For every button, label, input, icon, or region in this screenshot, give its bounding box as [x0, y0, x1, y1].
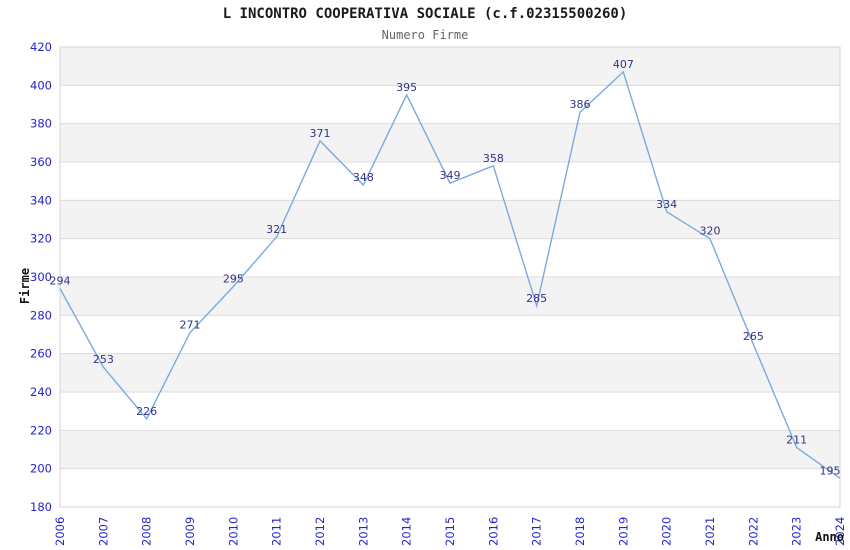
data-label: 358 — [483, 152, 504, 165]
data-label: 294 — [50, 275, 71, 288]
grid-band — [60, 277, 840, 316]
data-label: 211 — [786, 434, 807, 447]
x-axis-title: Anno — [815, 530, 844, 544]
x-tick-label: 2019 — [616, 517, 630, 546]
x-tick-label: 2018 — [573, 517, 587, 546]
x-tick-label: 2015 — [443, 517, 457, 546]
data-label: 334 — [656, 198, 677, 211]
plot-border — [59, 46, 841, 508]
y-tick-label: 420 — [30, 40, 52, 54]
data-label: 371 — [310, 127, 331, 140]
y-tick-label: 220 — [30, 423, 52, 437]
y-tick-label: 280 — [30, 308, 52, 322]
y-tick-label: 260 — [30, 347, 52, 361]
x-tick-label: 2014 — [400, 517, 414, 546]
y-tick-label: 200 — [30, 462, 52, 476]
y-tick-label: 400 — [30, 78, 52, 92]
y-axis-title: Firme — [18, 268, 32, 304]
grid-band — [60, 123, 840, 162]
grid-band — [60, 430, 840, 469]
data-label: 320 — [700, 225, 721, 238]
x-tick-label: 2017 — [530, 517, 544, 546]
data-label: 395 — [396, 81, 417, 94]
x-tick-label: 2011 — [270, 517, 284, 546]
data-label: 295 — [223, 273, 244, 286]
x-tick-label: 2024 — [833, 517, 847, 546]
x-tick-label: 2013 — [356, 517, 370, 546]
data-label: 253 — [93, 353, 114, 366]
x-tick-label: 2023 — [790, 517, 804, 546]
grid-band — [60, 47, 840, 86]
x-tick-label: 2010 — [226, 517, 240, 546]
chart-title: L INCONTRO COOPERATIVA SOCIALE (c.f.0231… — [222, 6, 628, 22]
x-tick-label: 2009 — [183, 517, 197, 546]
data-label: 348 — [353, 171, 374, 184]
y-tick-label: 300 — [30, 270, 52, 284]
y-tick-label: 320 — [30, 232, 52, 246]
y-tick-label: 180 — [30, 500, 52, 514]
x-tick-label: 2016 — [486, 517, 500, 546]
x-tick-label: 2007 — [96, 517, 110, 546]
grid-band — [60, 353, 840, 392]
y-tick-label: 360 — [30, 155, 52, 169]
data-label: 321 — [266, 223, 287, 236]
data-label: 407 — [613, 58, 634, 71]
y-tick-label: 240 — [30, 385, 52, 399]
y-tick-label: 340 — [30, 193, 52, 207]
x-tick-label: 2006 — [53, 517, 67, 546]
y-tick-label: 380 — [30, 117, 52, 131]
data-label: 265 — [743, 330, 764, 343]
data-label: 271 — [180, 319, 201, 332]
line-series — [59, 70, 841, 479]
x-tick-label: 2012 — [313, 517, 327, 546]
data-label: 195 — [820, 464, 841, 477]
x-tick-label: 2020 — [660, 517, 674, 546]
x-tick-label: 2008 — [140, 517, 154, 546]
data-label: 386 — [570, 98, 591, 111]
x-tick-label: 2022 — [746, 517, 760, 546]
grid-band — [60, 200, 840, 239]
data-label: 226 — [136, 405, 157, 418]
data-label: 285 — [526, 292, 547, 305]
chart-subtitle: Numero Firme — [381, 28, 469, 42]
data-label: 349 — [440, 169, 461, 182]
x-tick-label: 2021 — [703, 517, 717, 546]
